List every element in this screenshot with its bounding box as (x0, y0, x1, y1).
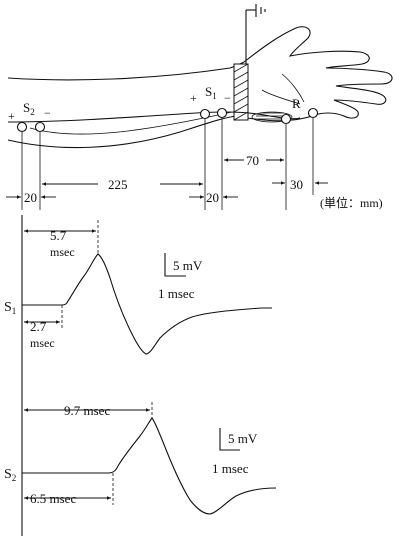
trace-s1-scale-bar (164, 253, 186, 277)
electrode-r-active (280, 113, 292, 125)
trace-s1-group: S1 5.7 msec 2.7 msec 5 mV 1 msec (4, 220, 272, 355)
trace-s1-onset-latency: 2.7 (30, 319, 47, 334)
trace-s1-scale-amp: 5 mV (173, 258, 203, 273)
trace-s2-group: S2 9.7 msec 6.5 msec 5 mV 1 msec (4, 402, 277, 515)
trace-s1-peak-latency-unit: msec (50, 245, 75, 259)
forearm-outline (7, 61, 245, 81)
electrode-s1-plus (199, 108, 211, 120)
trace-s2-scale-bar (219, 428, 240, 451)
finger-crease (281, 73, 305, 103)
r-label: R (292, 96, 301, 111)
dist-r-gap: 30 (290, 177, 303, 192)
electrode-s1-minus (216, 107, 228, 119)
dist-s2-to-s1: 225 (108, 177, 128, 192)
electrode-s2-minus (34, 121, 46, 133)
distance-dimensions: 20 225 20 70 30 (単位：mm) (6, 118, 383, 210)
electrode-s2-plus (16, 121, 28, 133)
hand-outline (235, 26, 393, 122)
wrist-ground-band (233, 63, 249, 121)
s1-plus-sign: + (190, 91, 197, 105)
trace-s1-onset-latency-unit: msec (30, 336, 55, 350)
palm-line (261, 89, 301, 105)
trace-s2-label: S2 (4, 467, 16, 483)
s1-minus-sign: − (224, 91, 231, 105)
median-nerve (7, 111, 301, 123)
trace-s1-waveform (22, 253, 272, 355)
dist-s1-to-r: 70 (246, 153, 259, 168)
unit-label: (単位：mm) (320, 195, 383, 210)
s2-plus-sign: + (8, 109, 15, 123)
trace-s2-scale-amp: 5 mV (228, 431, 258, 446)
s1-label: S1 (205, 84, 217, 101)
s2-minus-sign: − (44, 106, 51, 120)
trace-s2-peak-latency: 9.7 msec (64, 403, 110, 418)
forearm-lower-outline (7, 115, 237, 149)
dist-s2-gap: 20 (24, 190, 37, 205)
dist-s1-gap: 20 (206, 190, 219, 205)
trace-s2-onset-latency: 6.5 msec (30, 491, 76, 506)
s2-label: S2 (23, 100, 35, 117)
trace-s2-waveform (22, 417, 277, 515)
trace-s1-scale-time: 1 msec (158, 286, 195, 301)
trace-s1-peak-latency: 5.7 (50, 228, 67, 243)
trace-s1-label: S1 (4, 300, 16, 316)
electrode-r-reference (307, 107, 319, 119)
thenar-muscle (251, 111, 293, 123)
trace-s2-scale-time: 1 msec (212, 461, 249, 476)
ground-symbol (245, 4, 266, 64)
arm-illustration: + S2 − + S1 − R (7, 4, 393, 149)
